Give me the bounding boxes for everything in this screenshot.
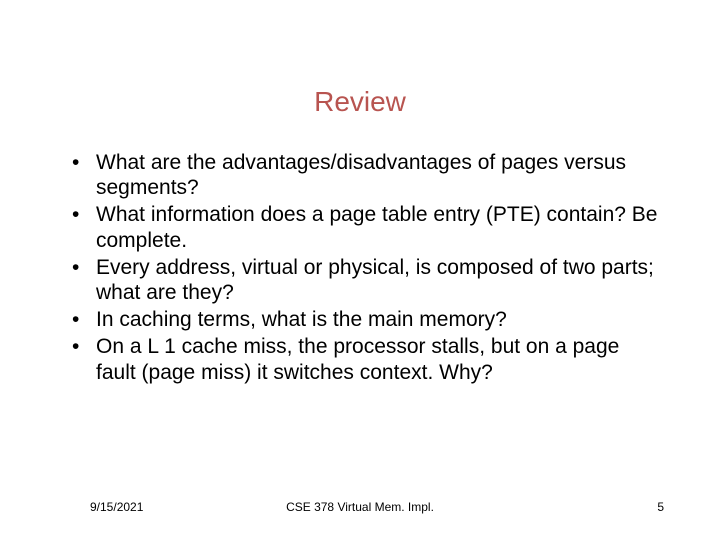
slide-title: Review [0,86,720,118]
slide-body: What are the advantages/disadvantages of… [68,150,660,387]
list-item: Every address, virtual or physical, is c… [68,255,660,305]
list-item: What are the advantages/disadvantages of… [68,150,660,200]
list-item: On a L 1 cache miss, the processor stall… [68,334,660,384]
bullet-list: What are the advantages/disadvantages of… [68,150,660,385]
footer-center: CSE 378 Virtual Mem. Impl. [0,500,720,514]
list-item: In caching terms, what is the main memor… [68,307,660,332]
slide: Review What are the advantages/disadvant… [0,0,720,540]
list-item: What information does a page table entry… [68,202,660,252]
footer-page-number: 5 [657,500,664,514]
